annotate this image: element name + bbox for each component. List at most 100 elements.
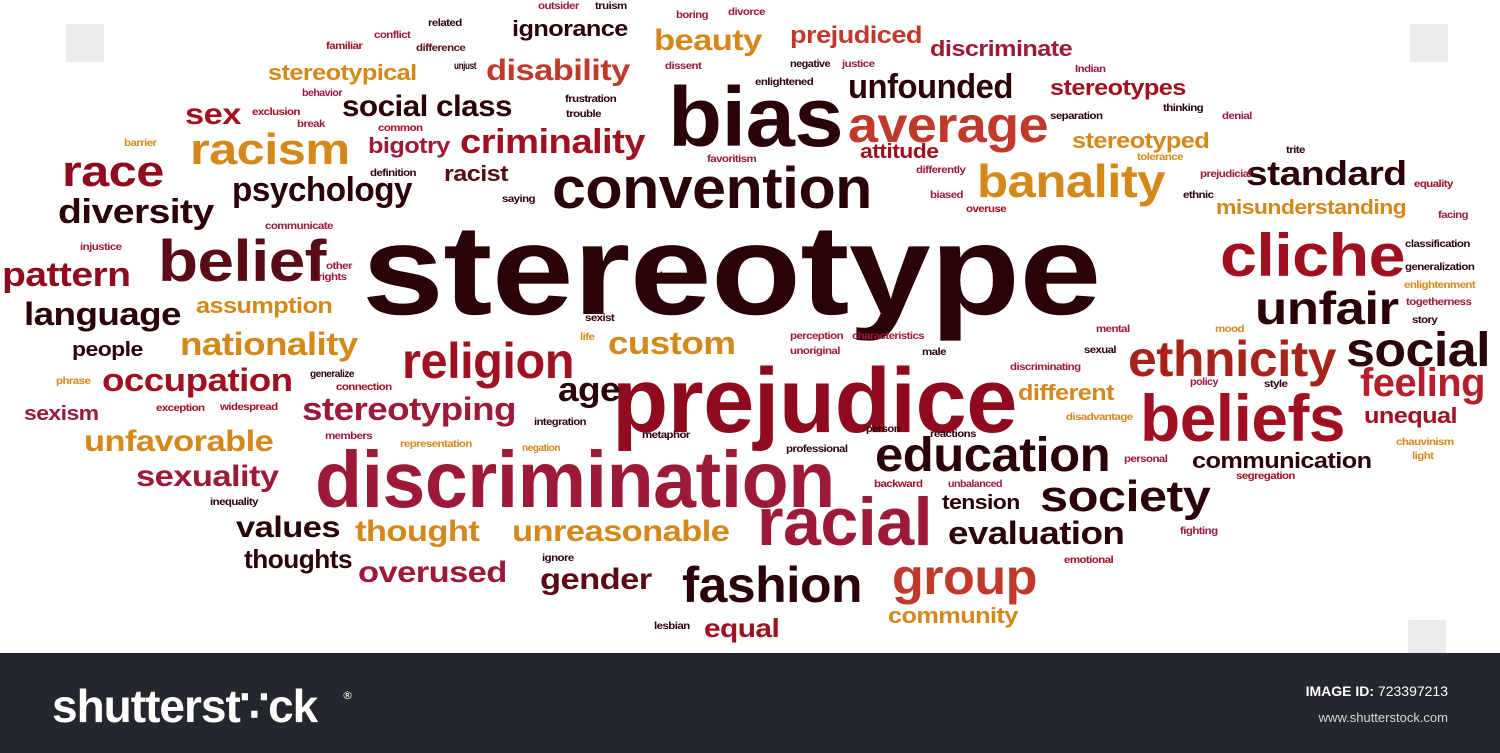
word-outsider: outsider [538, 1, 579, 12]
word-related: related [428, 18, 462, 29]
word-enlightened: enlightened [755, 77, 814, 88]
word-trite: trite [1286, 145, 1305, 156]
word-divorce: divorce [728, 7, 765, 18]
word-ignorance: ignorance [512, 16, 628, 41]
word-style: style [1264, 379, 1288, 390]
word-assumption: assumption [196, 293, 333, 318]
word-stereotypical: stereotypical [268, 60, 417, 85]
word-connection: connection [336, 382, 392, 393]
word-racist: racist [444, 161, 509, 186]
word-exclusion: exclusion [252, 107, 300, 118]
word-personal: personal [1124, 454, 1168, 465]
word-enlightenment: enlightenment [1404, 280, 1476, 291]
word-perception: perception [790, 331, 844, 342]
word-prejudiced: prejudiced [790, 22, 923, 49]
word-differently: differently [916, 165, 966, 176]
word-togetherness: togetherness [1406, 297, 1472, 308]
word-dissent: dissent [665, 61, 702, 72]
word-religion: religion [402, 333, 574, 389]
word-disability: disability [486, 54, 630, 87]
word-members: members [325, 431, 373, 442]
word-overused: overused [358, 556, 507, 589]
watermark-box [1410, 24, 1448, 62]
word-definition: definition [370, 168, 417, 179]
word-classification: classification [1405, 239, 1470, 250]
word-unreasonable: unreasonable [512, 515, 730, 548]
word-bigotry: bigotry [368, 133, 450, 158]
word-metaphor: metaphor [642, 430, 690, 441]
word-nationality: nationality [180, 326, 358, 362]
word-fashion: fashion [682, 557, 863, 613]
site-url[interactable]: www.shutterstock.com [1318, 710, 1448, 725]
word-ignore: ignore [542, 553, 574, 564]
word-widespread: widespread [220, 402, 278, 413]
word-unfavorable: unfavorable [84, 425, 274, 458]
registered-mark: ® [342, 689, 353, 702]
word-phrase: phrase [56, 376, 91, 387]
word-communication: communication [1192, 448, 1372, 473]
word-prejudice: prejudice [612, 350, 1017, 452]
word-convention: convention [552, 156, 872, 221]
word-beliefs: beliefs [1140, 381, 1345, 455]
word-reactions: reactions [930, 429, 977, 440]
word-tolerance: tolerance [1137, 152, 1184, 163]
word-unfair: unfair [1255, 282, 1399, 334]
word-average: average [848, 97, 1049, 153]
word-segregation: segregation [1236, 471, 1295, 482]
word-thinking: thinking [1163, 103, 1204, 114]
word-representation: representation [400, 439, 472, 450]
word-break: break [297, 119, 325, 130]
word-inequality: inequality [210, 497, 259, 508]
word-unequal: unequal [1364, 403, 1458, 428]
word-stereotypes: stereotypes [1050, 75, 1186, 100]
word-conflict: conflict [374, 30, 411, 41]
word-life: life [580, 332, 595, 343]
word-story: story [1412, 315, 1438, 326]
word-behavior: behavior [302, 88, 343, 99]
word-fighting: fighting [1180, 526, 1218, 537]
word-banality: banality [977, 155, 1166, 207]
word-negation: negation [522, 443, 561, 454]
word-attitude: attitude [860, 141, 939, 163]
word-professional: professional [786, 444, 848, 455]
watermark-box [66, 24, 104, 62]
word-prejudicial: prejudicial [1200, 169, 1252, 180]
word-tension: tension [942, 492, 1020, 514]
word-stereotyped: stereotyped [1072, 128, 1210, 153]
word-negative: negative [790, 59, 831, 70]
word-policy: policy [1190, 377, 1219, 388]
word-indian: Indian [1075, 64, 1106, 75]
image-id-label: IMAGE ID: [1305, 683, 1375, 699]
word-barrier: barrier [124, 138, 157, 149]
word-ethnicity: ethnicity [1128, 331, 1336, 387]
word-unbalanced: unbalanced [948, 479, 1003, 490]
word-generalize: generalize [310, 369, 355, 380]
word-boring: boring [676, 10, 709, 21]
word-ethnic: ethnic [1183, 190, 1214, 201]
brand-logo[interactable]: shutterst∵ck [52, 680, 318, 732]
word-male: male [922, 347, 946, 358]
word-group: group [892, 549, 1038, 605]
word-misunderstanding: misunderstanding [1216, 197, 1407, 219]
word-injustice: injustice [80, 242, 122, 253]
word-thoughts: thoughts [244, 544, 353, 574]
word-equal: equal [704, 613, 780, 643]
word-discrimination: discrimination [315, 435, 835, 524]
word-familiar: familiar [326, 41, 363, 52]
word-biased: biased [930, 190, 964, 201]
word-rights: rights [318, 272, 347, 283]
word-different: different [1018, 380, 1115, 405]
word-language: language [24, 296, 182, 332]
word-sex: sex [185, 98, 241, 131]
word-age: age [558, 371, 621, 409]
word-equality: equality [1414, 179, 1453, 190]
word-cliche: cliche [1220, 222, 1406, 289]
word-chauvinism: chauvinism [1396, 437, 1454, 448]
word-feeling: feeling [1360, 361, 1486, 405]
word-trouble: trouble [566, 109, 602, 120]
word-pattern: pattern [2, 256, 131, 294]
word-stereotyping: stereotyping [302, 391, 517, 427]
word-evaluation: evaluation [948, 515, 1125, 551]
word-ideas: ideas [654, 271, 679, 282]
word-other: other [326, 261, 352, 272]
